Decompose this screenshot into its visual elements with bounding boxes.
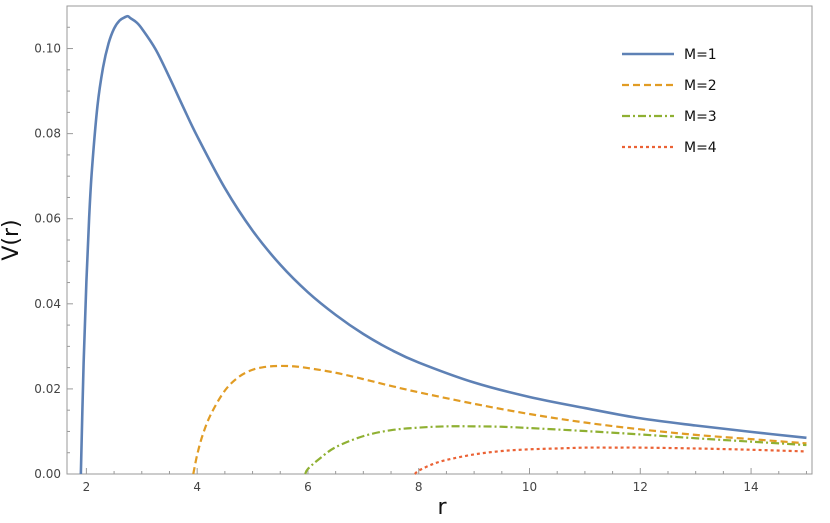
y-axis-ticks: 0.00 0.02 0.04 0.06 0.08 0.10 (34, 26, 73, 481)
y-tick-label: 0.08 (34, 127, 61, 141)
x-axis-title: r (437, 495, 447, 520)
legend-label-m1: M=1 (684, 47, 717, 63)
legend-label-m2: M=2 (684, 78, 717, 94)
x-tick-label: 14 (743, 480, 758, 494)
y-tick-label: 0.10 (34, 42, 61, 56)
plot-frame (66, 5, 813, 475)
x-tick-label: 12 (633, 480, 648, 494)
y-axis-title: V(r) (0, 219, 24, 260)
x-tick-label: 2 (83, 480, 91, 494)
x-tick-label: 8 (415, 480, 423, 494)
legend-label-m4: M=4 (684, 140, 717, 156)
x-tick-label: 6 (304, 480, 312, 494)
x-axis-ticks: 2 4 6 8 10 12 14 (83, 468, 807, 494)
y-tick-label: 0.02 (34, 382, 61, 396)
plot-area (66, 5, 813, 475)
series-line-m4 (414, 446, 807, 475)
series-line-m2 (192, 364, 807, 475)
series-layer (79, 14, 807, 475)
x-tick-label: 10 (522, 480, 537, 494)
y-tick-label: 0.06 (34, 212, 61, 226)
y-tick-label: 0.00 (34, 467, 61, 481)
y-tick-label: 0.04 (34, 297, 61, 311)
x-tick-label: 4 (193, 480, 201, 494)
legend-label-m3: M=3 (684, 109, 717, 125)
legend: M=1 M=2 M=3 M=4 (622, 47, 717, 156)
series-line-m1 (79, 14, 807, 475)
